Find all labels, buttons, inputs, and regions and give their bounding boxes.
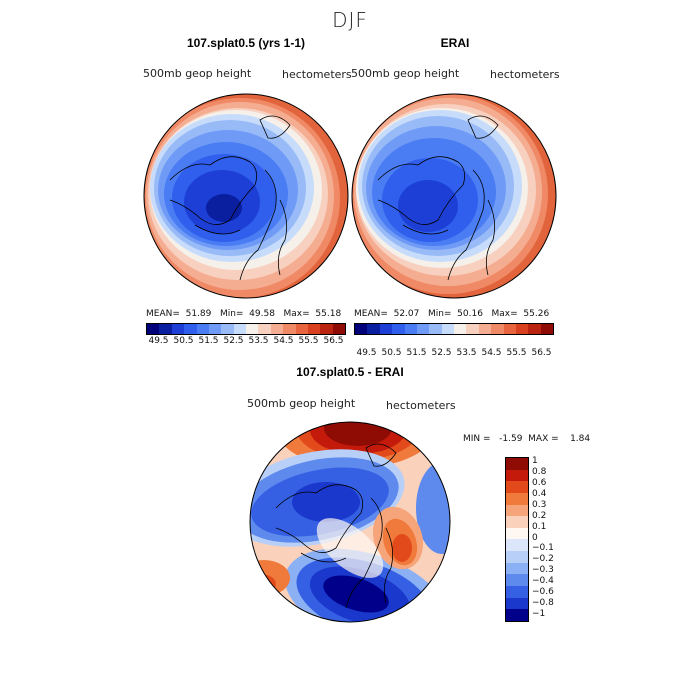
model-panel-title: 107.splat0.5 (yrs 1-1)	[186, 36, 306, 50]
colorbar-swatch	[246, 324, 259, 334]
colorbar-swatch	[332, 324, 345, 334]
colorbar-swatch	[506, 609, 528, 621]
diff-polar-map	[249, 421, 451, 623]
colorbar-swatch	[478, 324, 492, 334]
colorbar-swatch	[392, 324, 405, 334]
colorbar-tick-label: 1	[532, 456, 538, 467]
obs-field-label: 500mb geop height	[351, 67, 460, 80]
colorbar-tick-label: −0.1	[532, 543, 554, 554]
colorbar-swatch	[506, 539, 528, 552]
obs-colorbar	[354, 323, 554, 335]
model-colorbar	[146, 323, 346, 335]
season-title: DJF	[332, 8, 368, 32]
colorbar-tick-label: −0.3	[532, 565, 554, 576]
colorbar-swatch	[441, 324, 454, 334]
colorbar-tick-label: 53.5	[248, 336, 269, 346]
colorbar-tick-label: 52.5	[431, 348, 452, 358]
colorbar-swatch	[454, 324, 467, 334]
diff-field-label: 500mb geop height	[247, 397, 356, 410]
colorbar-swatch	[367, 324, 380, 334]
colorbar-tick-label: 0.1	[532, 521, 547, 532]
colorbar-swatch	[506, 551, 528, 563]
colorbar-tick-label: 55.5	[506, 348, 527, 358]
colorbar-tick-label: 0	[532, 532, 538, 543]
colorbar-swatch	[506, 492, 528, 505]
colorbar-tick-label: 0.8	[532, 467, 547, 478]
colorbar-swatch	[307, 324, 321, 334]
colorbar-tick-label: 54.5	[273, 336, 294, 346]
diff-colorbar	[505, 457, 529, 622]
colorbar-swatch	[506, 574, 528, 587]
colorbar-tick-label: 56.5	[531, 348, 552, 358]
colorbar-tick-label: −0.8	[532, 597, 554, 608]
diff-stats: MIN = -1.59 MAX = 1.84	[463, 434, 591, 444]
model-units-label: hectometers	[282, 68, 352, 81]
colorbar-swatch	[159, 324, 172, 334]
colorbar-swatch	[540, 324, 553, 334]
colorbar-tick-label: 0.2	[532, 510, 547, 521]
colorbar-swatch	[515, 324, 529, 334]
colorbar-swatch	[295, 324, 308, 334]
colorbar-swatch	[320, 324, 333, 334]
colorbar-tick-label: −0.6	[532, 586, 554, 597]
colorbar-swatch	[355, 324, 368, 334]
colorbar-swatch	[379, 324, 393, 334]
diff-units-label: hectometers	[386, 399, 456, 412]
colorbar-swatch	[429, 324, 442, 334]
colorbar-tick-label: 0.4	[532, 489, 547, 500]
colorbar-tick-label: 49.5	[356, 348, 377, 358]
colorbar-tick-label: 0.6	[532, 478, 547, 489]
obs-units-label: hectometers	[490, 68, 560, 81]
colorbar-swatch	[416, 324, 430, 334]
colorbar-swatch	[506, 458, 528, 470]
colorbar-swatch	[466, 324, 479, 334]
obs-stats: MEAN= 52.07 Min= 50.16 Max= 55.26	[354, 309, 550, 319]
colorbar-swatch	[506, 504, 528, 517]
colorbar-swatch	[503, 324, 516, 334]
colorbar-tick-label: 55.5	[298, 336, 319, 346]
model-stats: MEAN= 51.89 Min= 49.58 Max= 55.18	[146, 309, 342, 319]
colorbar-tick-label: 51.5	[198, 336, 219, 346]
colorbar-swatch	[184, 324, 197, 334]
colorbar-tick-label: 51.5	[406, 348, 427, 358]
colorbar-swatch	[506, 516, 528, 528]
obs-colorbar-ticks: 49.5 50.5 51.5 52.5 53.5 54.5 55.5 56.5	[354, 348, 554, 360]
colorbar-swatch	[258, 324, 271, 334]
colorbar-tick-label: 56.5	[323, 336, 344, 346]
diff-panel-title: 107.splat0.5 - ERAI	[296, 365, 404, 379]
colorbar-swatch	[506, 469, 528, 482]
model-field-label: 500mb geop height	[143, 67, 252, 80]
colorbar-swatch	[233, 324, 246, 334]
colorbar-swatch	[404, 324, 417, 334]
colorbar-swatch	[208, 324, 222, 334]
colorbar-swatch	[171, 324, 185, 334]
colorbar-tick-label: 52.5	[223, 336, 244, 346]
colorbar-swatch	[221, 324, 234, 334]
diff-colorbar-ticks: 1 0.8 0.6 0.4 0.3 0.2 0.1 0 −0.1 −0.2 −0.3 −0.4 −0.6…	[532, 456, 572, 620]
colorbar-tick-label: −1	[532, 608, 546, 619]
colorbar-tick-label: 50.5	[381, 348, 402, 358]
colorbar-tick-label: −0.2	[532, 554, 554, 565]
colorbar-swatch	[506, 597, 528, 610]
colorbar-swatch	[506, 586, 528, 598]
colorbar-tick-label: −0.4	[532, 575, 554, 586]
colorbar-swatch	[528, 324, 541, 334]
colorbar-tick-label: 50.5	[173, 336, 194, 346]
colorbar-swatch	[196, 324, 209, 334]
colorbar-swatch	[491, 324, 504, 334]
colorbar-tick-label: 54.5	[481, 348, 502, 358]
colorbar-tick-label: 53.5	[456, 348, 477, 358]
model-polar-map	[143, 93, 349, 299]
colorbar-swatch	[283, 324, 296, 334]
colorbar-swatch	[506, 527, 528, 540]
colorbar-swatch	[147, 324, 160, 334]
colorbar-tick-label: 49.5	[148, 336, 169, 346]
colorbar-swatch	[270, 324, 284, 334]
obs-polar-map	[351, 93, 557, 299]
obs-panel-title: ERAI	[440, 36, 470, 50]
colorbar-swatch	[506, 481, 528, 493]
colorbar-swatch	[506, 562, 528, 575]
colorbar-tick-label: 0.3	[532, 499, 547, 510]
model-colorbar-ticks: 49.5 50.5 51.5 52.5 53.5 54.5 55.5 56.5	[146, 336, 346, 348]
